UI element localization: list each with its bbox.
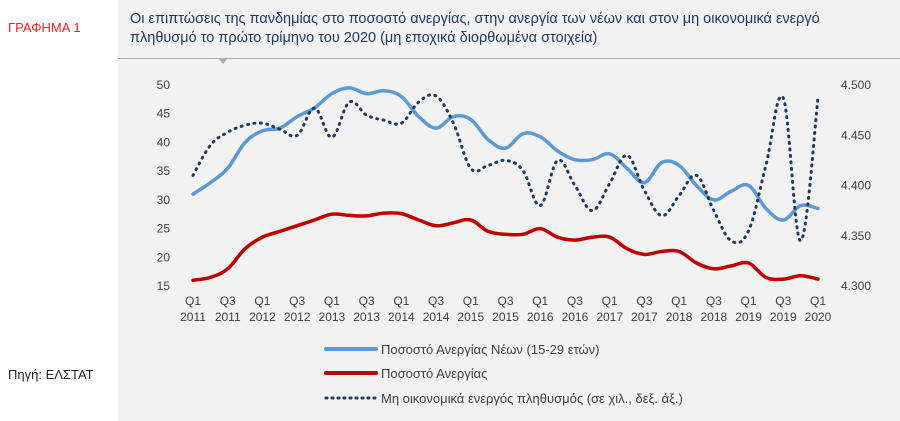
x-axis-tick-year: 2016 bbox=[527, 310, 554, 324]
x-axis-tick-year: 2019 bbox=[770, 310, 797, 324]
x-axis-tick-year: 2018 bbox=[666, 310, 693, 324]
x-axis-tick-year: 2015 bbox=[457, 310, 484, 324]
chart-title: Οι επιπτώσεις της πανδημίας στο ποσοστό … bbox=[130, 11, 820, 46]
line-chart: 15 20 25 30 35 40 45 50 4.300 4.350 4.400 4.450 4.5… bbox=[157, 78, 872, 406]
x-axis-tick-year: 2011 bbox=[180, 310, 206, 324]
x-axis-tick-year: 2019 bbox=[735, 310, 762, 324]
x-axis-tick-quarter: Q3 bbox=[636, 294, 652, 308]
x-axis-tick-year: 2012 bbox=[284, 310, 311, 324]
x-axis-tick-quarter: Q3 bbox=[359, 294, 375, 308]
x-axis-tick-year: 2020 bbox=[805, 310, 832, 324]
x-axis-tick-year: 2014 bbox=[423, 310, 450, 324]
x-axis: Q1 2011 Q3 2011 Q1 2012 Q3 2012 Q1 2013 Q3 2013 Q1 20… bbox=[180, 294, 832, 324]
x-axis-tick-quarter: Q1 bbox=[532, 294, 548, 308]
x-axis-tick-quarter: Q1 bbox=[254, 294, 270, 308]
x-axis-tick-quarter: Q1 bbox=[602, 294, 618, 308]
x-axis-tick-quarter: Q1 bbox=[185, 294, 201, 308]
title-divider-notch bbox=[218, 58, 228, 64]
left-axis-tick-label: 25 bbox=[157, 222, 171, 236]
x-axis-tick-quarter: Q1 bbox=[324, 294, 340, 308]
x-axis-tick-quarter: Q3 bbox=[289, 294, 305, 308]
x-axis-tick-year: 2013 bbox=[319, 310, 346, 324]
legend-label-youth-unemployment: Ποσοστό Ανεργίας Νέων (15-29 ετών) bbox=[381, 342, 599, 357]
series-line-inactive-population bbox=[191, 93, 820, 245]
title-divider bbox=[118, 58, 900, 59]
left-axis-tick-label: 35 bbox=[157, 164, 171, 178]
left-label-column: ΓΡΑΦΗΜΑ 1 Πηγή: ΕΛΣΤΑΤ bbox=[0, 0, 118, 421]
left-axis-tick-label: 45 bbox=[157, 107, 171, 121]
x-axis-tick-year: 2017 bbox=[631, 310, 658, 324]
x-axis-tick-year: 2016 bbox=[562, 310, 589, 324]
x-axis-tick-year: 2013 bbox=[353, 310, 380, 324]
right-axis-tick-label: 4.400 bbox=[841, 179, 871, 193]
x-axis-tick-year: 2015 bbox=[492, 310, 519, 324]
x-axis-tick-year: 2012 bbox=[249, 310, 276, 324]
chart-panel: Οι επιπτώσεις της πανδημίας στο ποσοστό … bbox=[118, 0, 900, 421]
series-lines bbox=[191, 86, 820, 283]
right-axis-tick-label: 4.350 bbox=[841, 229, 871, 243]
x-axis-tick-quarter: Q3 bbox=[567, 294, 583, 308]
x-axis-tick-quarter: Q1 bbox=[671, 294, 687, 308]
left-axis: 15 20 25 30 35 40 45 50 bbox=[157, 78, 171, 293]
right-axis-tick-label: 4.300 bbox=[841, 279, 871, 293]
x-axis-tick-quarter: Q1 bbox=[810, 294, 826, 308]
left-axis-tick-label: 40 bbox=[157, 135, 171, 149]
left-axis-tick-label: 30 bbox=[157, 193, 171, 207]
x-axis-tick-quarter: Q1 bbox=[463, 294, 479, 308]
x-axis-tick-quarter: Q3 bbox=[220, 294, 236, 308]
right-axis: 4.300 4.350 4.400 4.450 4.500 bbox=[841, 78, 871, 293]
x-axis-tick-year: 2011 bbox=[215, 310, 241, 324]
x-axis-tick-year: 2014 bbox=[388, 310, 415, 324]
x-axis-tick-quarter: Q1 bbox=[393, 294, 409, 308]
x-axis-tick-year: 2017 bbox=[596, 310, 623, 324]
x-axis-tick-quarter: Q3 bbox=[775, 294, 791, 308]
legend-label-inactive-population: Μη οικονομικά ενεργός πληθυσμός (σε χιλ.… bbox=[381, 391, 683, 406]
x-axis-tick-quarter: Q3 bbox=[428, 294, 444, 308]
left-axis-tick-label: 50 bbox=[157, 78, 171, 92]
x-axis-tick-quarter: Q1 bbox=[741, 294, 757, 308]
legend-label-unemployment: Ποσοστό Ανεργίας bbox=[381, 366, 487, 381]
series-line-unemployment bbox=[191, 211, 820, 283]
right-axis-tick-label: 4.450 bbox=[841, 128, 871, 142]
series-line-youth-unemployment bbox=[191, 86, 820, 222]
left-axis-tick-label: 20 bbox=[157, 250, 171, 264]
x-axis-tick-quarter: Q3 bbox=[497, 294, 513, 308]
x-axis-tick-quarter: Q3 bbox=[706, 294, 722, 308]
x-axis-tick-year: 2018 bbox=[700, 310, 727, 324]
chart-number-label: ΓΡΑΦΗΜΑ 1 bbox=[8, 20, 81, 35]
right-axis-tick-label: 4.500 bbox=[841, 78, 871, 92]
source-note: Πηγή: ΕΛΣΤΑΤ bbox=[8, 367, 94, 382]
left-axis-tick-label: 15 bbox=[157, 279, 171, 293]
legend: Ποσοστό Ανεργίας Νέων (15-29 ετών) Ποσοσ… bbox=[324, 342, 683, 406]
